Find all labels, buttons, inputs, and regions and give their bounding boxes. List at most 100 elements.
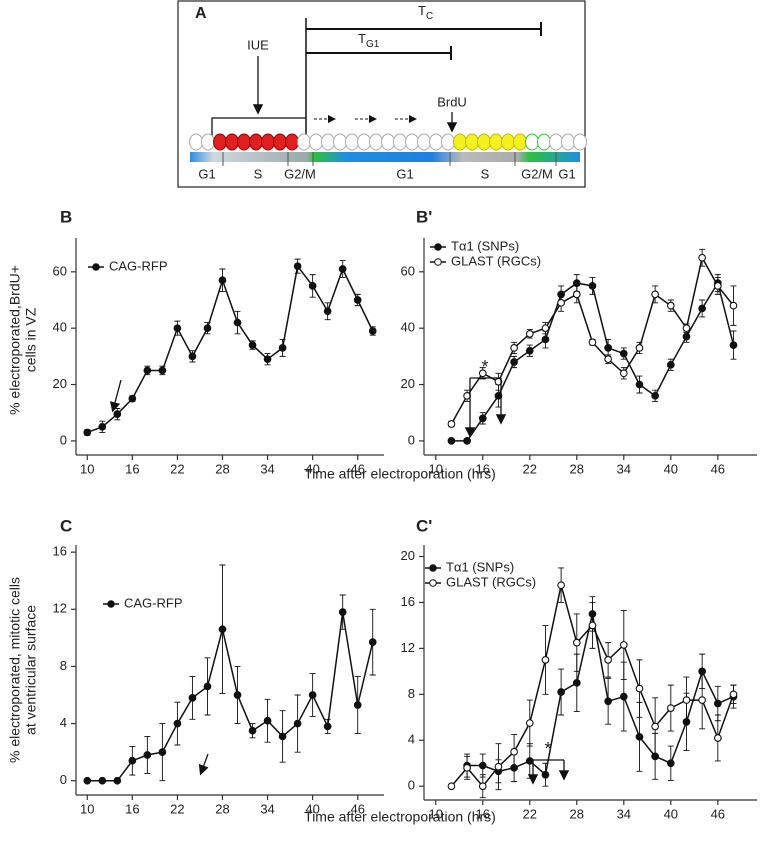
cell	[201, 133, 215, 151]
x-tick-label: 28	[215, 801, 229, 816]
cell	[225, 133, 239, 151]
data-point	[128, 756, 137, 765]
data-point	[541, 770, 550, 779]
x-tick-label: 22	[523, 461, 537, 476]
data-point	[113, 776, 122, 785]
legend-label: GLAST (RGCs)	[446, 574, 536, 589]
panel-label: C'	[416, 516, 432, 535]
cell	[465, 133, 479, 151]
data-point	[698, 304, 707, 313]
y-axis-label: % electroporated,BrdU+	[7, 265, 23, 415]
x-tick-label: 34	[617, 461, 631, 476]
data-point	[173, 719, 182, 728]
data-point	[188, 694, 197, 702]
data-point	[619, 641, 628, 649]
data-point	[368, 327, 377, 335]
data-point	[588, 338, 597, 347]
y-tick-label: 8	[408, 686, 415, 701]
data-point	[557, 581, 565, 590]
cell	[561, 133, 575, 151]
x-tick-label: 40	[664, 461, 678, 476]
y-tick-label: 16	[401, 594, 415, 609]
cell	[285, 133, 299, 151]
data-point	[353, 701, 362, 709]
x-tick-label: 16	[476, 461, 490, 476]
cell	[261, 133, 275, 151]
x-tick-label: 10	[80, 801, 94, 816]
iue-bracket	[211, 117, 306, 136]
phase-label: G1	[558, 166, 575, 181]
data-point	[323, 722, 332, 731]
data-point	[233, 318, 242, 327]
tc-label: TC	[418, 3, 433, 21]
data-point	[713, 282, 722, 290]
cell	[477, 133, 491, 151]
data-point	[494, 762, 503, 771]
data-point	[158, 366, 167, 375]
data-point	[572, 290, 581, 299]
y-tick-label: 60	[401, 263, 415, 278]
cell	[393, 133, 407, 151]
cell	[405, 133, 419, 151]
cell	[237, 133, 251, 151]
data-point	[619, 692, 628, 701]
x-tick-label: 46	[711, 461, 725, 476]
legend-marker	[434, 243, 442, 251]
y-tick-label: 0	[408, 432, 415, 447]
legend-marker	[434, 258, 442, 266]
panel-label: A	[195, 5, 207, 22]
data-point	[604, 355, 612, 364]
cell	[453, 133, 467, 151]
cycle-bar	[190, 152, 580, 162]
series-line	[87, 264, 374, 434]
data-point	[463, 437, 471, 445]
panel-frame	[177, 0, 586, 188]
data-point	[323, 307, 332, 316]
data-point	[338, 265, 347, 273]
data-point	[83, 776, 92, 785]
data-point	[447, 437, 456, 445]
data-point	[635, 732, 644, 741]
data-point	[651, 391, 659, 400]
data-point	[651, 722, 659, 731]
data-point	[263, 716, 272, 725]
brdu-label: BrdU	[437, 94, 467, 109]
series-line	[467, 613, 734, 777]
data-point	[308, 282, 317, 290]
x-tick-label: 10	[429, 461, 443, 476]
data-point	[308, 691, 317, 699]
x-tick-label: 34	[617, 806, 631, 821]
phase-dividers	[222, 152, 557, 166]
legend-marker	[429, 564, 437, 572]
data-point	[83, 428, 92, 437]
data-point	[447, 420, 456, 428]
data-point	[248, 726, 257, 735]
data-point	[604, 656, 612, 664]
data-point	[278, 732, 287, 741]
significance: *	[481, 357, 488, 377]
x-axis-label: Time after electroporation (hrs)	[304, 809, 496, 825]
tg1-label: TG1	[358, 31, 380, 49]
data-point	[494, 391, 503, 400]
data-point	[263, 355, 272, 364]
y-tick-label: 40	[53, 320, 67, 335]
x-tick-label: 34	[260, 461, 274, 476]
phase-label: G1	[198, 166, 215, 181]
data-point	[525, 719, 534, 727]
y-tick-label: 0	[408, 778, 415, 793]
data-point	[557, 298, 565, 307]
data-point	[158, 748, 167, 756]
data-point	[203, 324, 212, 333]
data-point	[604, 344, 612, 352]
data-point	[510, 747, 518, 756]
cell	[549, 133, 563, 151]
x-tick-label: 16	[476, 806, 490, 821]
data-point	[666, 759, 675, 768]
data-point	[463, 763, 471, 772]
data-point	[203, 682, 212, 691]
x-tick-label: 16	[125, 461, 139, 476]
x-tick-label: 40	[305, 801, 319, 816]
data-point	[713, 699, 722, 708]
